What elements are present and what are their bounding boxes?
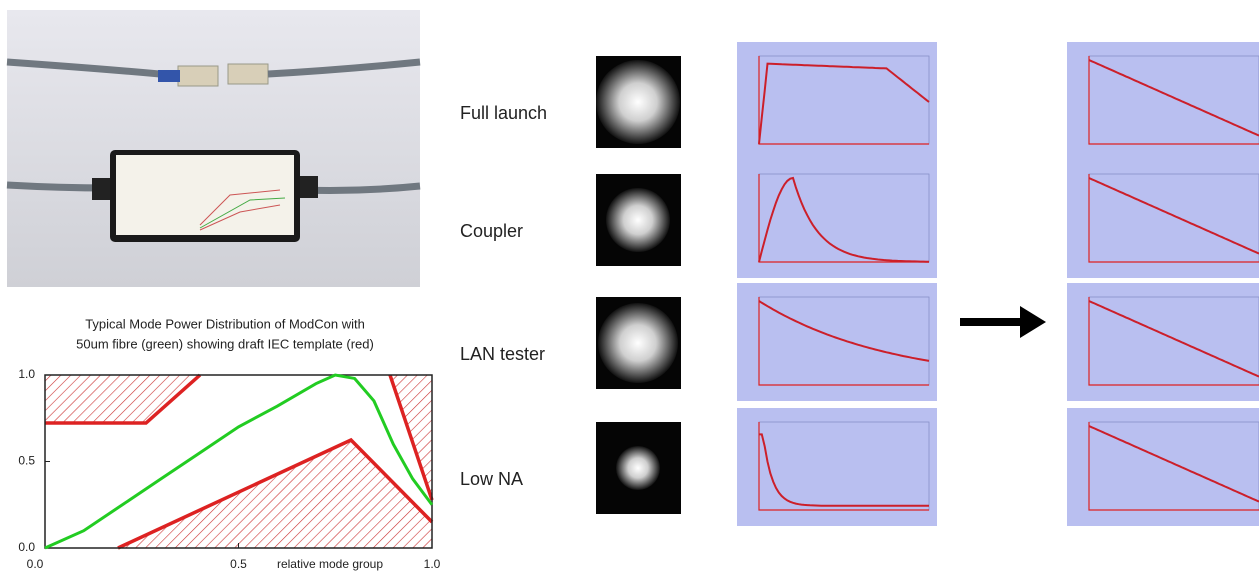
y-tick-label: 0.0 [18,540,35,554]
profile-panel [1067,408,1259,526]
row-label: Coupler [460,221,523,241]
x-tick-label: 0.0 [27,557,44,571]
row-label: Full launch [460,103,547,123]
x-axis-label: relative mode group [277,557,383,571]
profile-axes [1088,174,1259,263]
y-tick-label: 1.0 [18,367,35,381]
profile-axes [1088,56,1259,145]
x-tick-label: 0.5 [230,557,247,571]
profile-axes [758,297,929,386]
chart-title: 50um fibre (green) showing draft IEC tem… [76,336,374,351]
chart-title: Typical Mode Power Distribution of ModCo… [85,316,365,331]
profile-curve [1088,425,1259,503]
profile-axes [758,422,929,511]
profile-panel [1067,160,1259,278]
spot [596,60,680,144]
photo [6,10,421,287]
row-label: Low NA [460,469,523,489]
spot [616,446,660,490]
profile-panel [1067,283,1259,401]
profile-axes [1088,297,1259,386]
profile-curve [1088,59,1259,137]
profile-curve [758,300,930,362]
profile-panel [737,283,937,401]
profile-panel [737,408,937,526]
mode-power-chart: Typical Mode Power Distribution of ModCo… [18,316,440,571]
profile-curve [1088,300,1259,378]
profile-panel [737,42,937,160]
profile-curve [758,176,929,263]
y-tick-label: 0.5 [18,454,35,468]
profile-curve [1088,177,1259,255]
arrow [960,306,1046,338]
spot [598,303,678,383]
profile-panel [1067,42,1259,160]
spot [606,188,670,252]
row-label: LAN tester [460,344,545,364]
x-tick-label: 1.0 [424,557,441,571]
line-series [44,373,434,550]
profile-curve [758,62,930,145]
profile-curve [759,433,929,507]
profile-axes [1088,422,1259,511]
